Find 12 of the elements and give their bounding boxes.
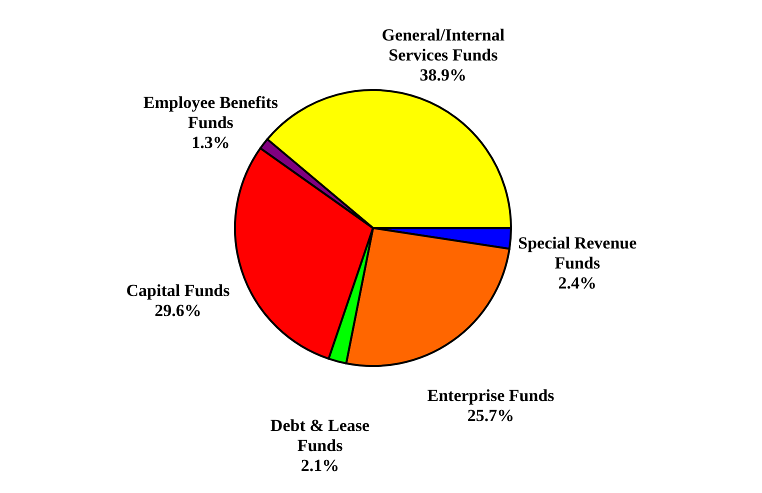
data-label: 2.4%	[558, 274, 597, 293]
slice-label: Enterprise Funds	[427, 386, 555, 405]
data-label: 38.9%	[420, 65, 467, 84]
data-label: 25.7%	[467, 406, 514, 425]
slice-label: Employee Benefits Funds	[143, 92, 278, 132]
data-label: 29.6%	[154, 301, 202, 320]
slice-label: General/Internal Services Funds	[382, 25, 505, 64]
data-label: 2.1%	[300, 456, 340, 476]
slice-label: Debt & Lease Funds	[270, 416, 370, 456]
slice-label: Special Revenue Funds	[518, 234, 638, 273]
data-label: 1.3%	[192, 132, 230, 152]
slice-label: Capital Funds	[126, 281, 230, 300]
